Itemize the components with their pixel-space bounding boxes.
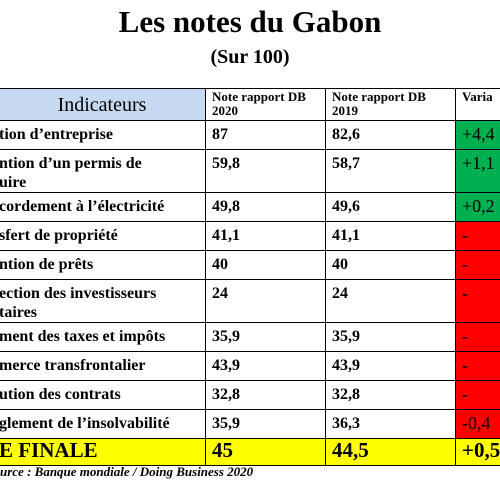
value-cell: +0,2: [455, 192, 500, 222]
value-cell: -: [455, 380, 500, 410]
value-cell: 45: [205, 438, 326, 466]
column-header: Indicateurs: [0, 88, 206, 121]
value-cell: 49,6: [325, 192, 456, 222]
indicator-cell: merce transfrontalier: [0, 351, 206, 381]
table-row: merce transfrontalier 43,9 43,9-: [0, 351, 500, 381]
table-row: ntion de prêts 40 40-: [0, 250, 500, 280]
table-row: ntion d’un permis de uire 59,8 58,7 +1,1: [0, 149, 500, 193]
value-cell: +1,1: [455, 149, 500, 193]
column-header: Varia: [455, 88, 500, 121]
table-row: sfert de propriété 41,1 41,1-: [0, 221, 500, 251]
value-cell: 32,8: [325, 380, 456, 410]
table-row: ution des contrats 32,8 32,8-: [0, 380, 500, 410]
value-cell: -: [455, 351, 500, 381]
value-cell: 43,9: [205, 351, 326, 381]
value-cell: 24: [325, 279, 456, 323]
value-cell: 87: [205, 120, 326, 150]
value-cell: 24: [205, 279, 326, 323]
indicator-cell: ution des contrats: [0, 380, 206, 410]
value-cell: 35,9: [325, 322, 456, 352]
indicator-cell: glement de l’insolvabilité: [0, 409, 206, 439]
value-cell: -: [455, 250, 500, 280]
table-row: cordement à l’électricité 49,8 49,6 +0,2: [0, 192, 500, 222]
table-container: Indicateurs Note rapport DB 2020 Note rapp…: [0, 88, 500, 466]
value-cell: -0,4: [455, 409, 500, 439]
value-cell: 82,6: [325, 120, 456, 150]
value-cell: -: [455, 221, 500, 251]
value-cell: 40: [325, 250, 456, 280]
value-cell: 35,9: [205, 322, 326, 352]
indicator-cell: ntion de prêts: [0, 250, 206, 280]
title: Les notes du Gabon: [118, 4, 382, 39]
value-cell: 41,1: [325, 221, 456, 251]
indicator-cell: ment des taxes et impôts: [0, 322, 206, 352]
table-body: tion d’entreprise 87 82,6 +4,4 ntion d’un pe…: [0, 120, 500, 466]
value-cell: 32,8: [205, 380, 326, 410]
table-row: tion d’entreprise 87 82,6 +4,4: [0, 120, 500, 150]
value-cell: 40: [205, 250, 326, 280]
indicator-cell: cordement à l’électricité: [0, 192, 206, 222]
header-row: Indicateurs Note rapport DB 2020 Note rapp…: [0, 88, 500, 121]
final-row: E FINALE 45 44,5 +0,5: [0, 438, 500, 466]
table-row: ection des investisseurs taires 24 24-: [0, 279, 500, 323]
indicator-cell: tion d’entreprise: [0, 120, 206, 150]
subtitle: (Sur 100): [210, 46, 290, 68]
value-cell: 36,3: [325, 409, 456, 439]
column-header: Note rapport DB 2020: [205, 88, 326, 121]
indicator-cell: E FINALE: [0, 438, 206, 466]
value-cell: 43,9: [325, 351, 456, 381]
value-cell: +0,5: [455, 438, 500, 466]
value-cell: 58,7: [325, 149, 456, 193]
value-cell: 59,8: [205, 149, 326, 193]
table-row: glement de l’insolvabilité 35,9 36,3 -0,4: [0, 409, 500, 439]
table: Indicateurs Note rapport DB 2020 Note rapp…: [0, 88, 500, 466]
indicator-cell: ntion d’un permis de uire: [0, 149, 206, 193]
indicator-cell: ection des investisseurs taires: [0, 279, 206, 323]
indicator-cell: sfert de propriété: [0, 221, 206, 251]
value-cell: 44,5: [325, 438, 456, 466]
column-header: Note rapport DB 2019: [325, 88, 456, 121]
value-cell: +4,4: [455, 120, 500, 150]
table-head: Indicateurs Note rapport DB 2020 Note rapp…: [0, 88, 500, 121]
value-cell: 49,8: [205, 192, 326, 222]
value-cell: 35,9: [205, 409, 326, 439]
value-cell: 41,1: [205, 221, 326, 251]
table-row: ment des taxes et impôts 35,9 35,9-: [0, 322, 500, 352]
value-cell: -: [455, 279, 500, 323]
source: urce : Banque mondiale / Doing Business …: [0, 464, 254, 479]
value-cell: -: [455, 322, 500, 352]
